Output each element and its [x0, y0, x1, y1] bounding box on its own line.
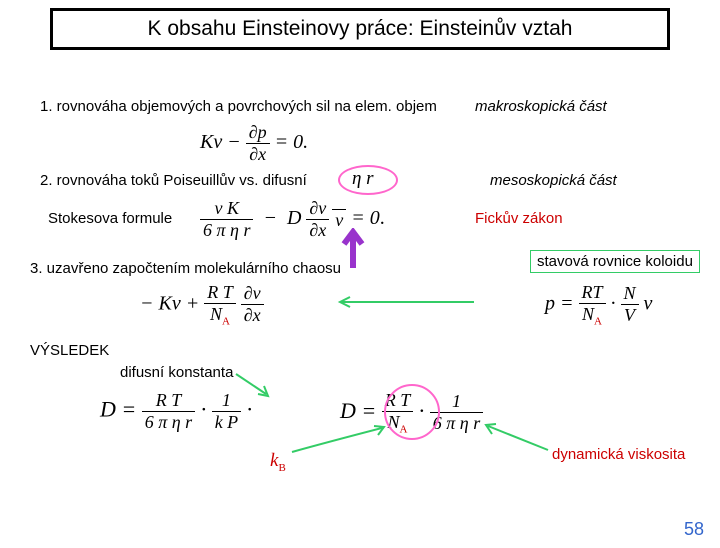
step1-label: makroskopická část [475, 98, 607, 115]
eta-r-var: η r [352, 168, 374, 190]
page-title: K obsahu Einsteinovy práce: Einsteinův v… [50, 8, 670, 50]
arrow-left-green [336, 294, 476, 310]
result-eq-left: D = R T6 π η r · 1k P · [100, 390, 252, 433]
equation-1: Kν − ∂p∂x = 0. [200, 122, 308, 165]
step2-label: mesoskopická část [490, 172, 617, 189]
step2-text: 2. rovnováha toků Poiseuillův vs. difusn… [40, 172, 307, 189]
arrow-kb [288, 422, 388, 456]
colloid-eos-box: stavová rovnice koloidu [530, 250, 700, 273]
arrow-viscosity [482, 420, 552, 454]
equation-3-right: p = RTNA · NV ν [545, 282, 652, 328]
ellipse-rt-na [384, 384, 440, 440]
page-number: 58 [684, 519, 704, 540]
kb-label: kB [270, 450, 286, 474]
viscosity-label: dynamická viskosita [552, 446, 685, 463]
fick-label: Fickův zákon [475, 210, 563, 227]
equation-3-left: − Kν + R TNA ∂ν∂x [140, 282, 264, 328]
diffusion-const-label: difusní konstanta [120, 364, 233, 381]
content-area: 1. rovnováha objemových a povrchových si… [0, 50, 720, 540]
stokes-label: Stokesova formule [48, 210, 172, 227]
result-heading: VÝSLEDEK [30, 342, 109, 359]
step1-text: 1. rovnováha objemových a povrchových si… [40, 98, 437, 115]
step3-text: 3. uzavřeno započtením molekulárního cha… [30, 260, 341, 277]
arrow-up-purple [338, 228, 368, 270]
